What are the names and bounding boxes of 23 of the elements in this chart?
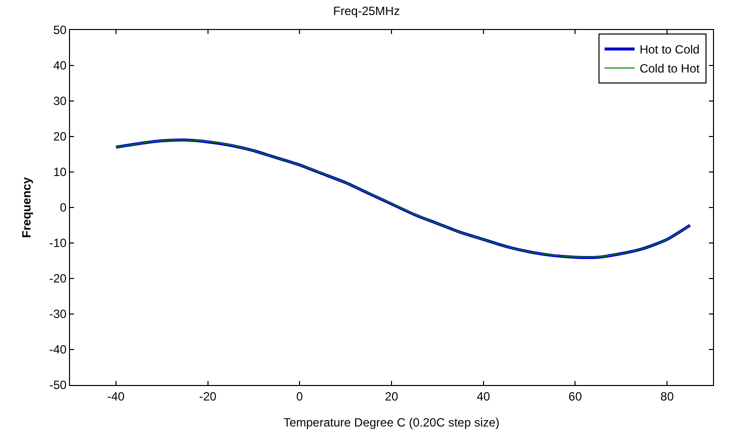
x-tick-label: 60 (568, 389, 582, 404)
y-tick-label: 30 (53, 94, 67, 108)
x-tick-label: 20 (384, 389, 398, 404)
x-axis-title: Temperature Degree C (0.20C step size) (283, 415, 500, 430)
y-tick-label: 10 (53, 165, 67, 180)
y-tick-label: 40 (53, 58, 67, 73)
y-axis-title: Frequency (20, 176, 34, 238)
y-tick-label: -50 (49, 378, 67, 392)
legend-label: Hot to Cold (640, 42, 700, 57)
chart-title: Freq-25MHz (333, 4, 400, 18)
y-tick-label: -40 (49, 342, 67, 357)
y-tick-label: 50 (53, 23, 67, 38)
x-tick-label: 80 (660, 389, 674, 404)
y-tick-label: -10 (49, 236, 67, 250)
x-tick-label: -20 (199, 389, 217, 404)
x-tick-label: 40 (476, 389, 490, 404)
x-tick-label: -40 (107, 389, 125, 404)
y-tick-label: 20 (53, 130, 67, 144)
legend-label: Cold to Hot (640, 62, 700, 76)
y-tick-label: -20 (49, 272, 67, 286)
x-tick-label: 0 (296, 389, 304, 404)
y-tick-label: 0 (60, 200, 67, 215)
y-tick-label: -30 (49, 307, 67, 322)
